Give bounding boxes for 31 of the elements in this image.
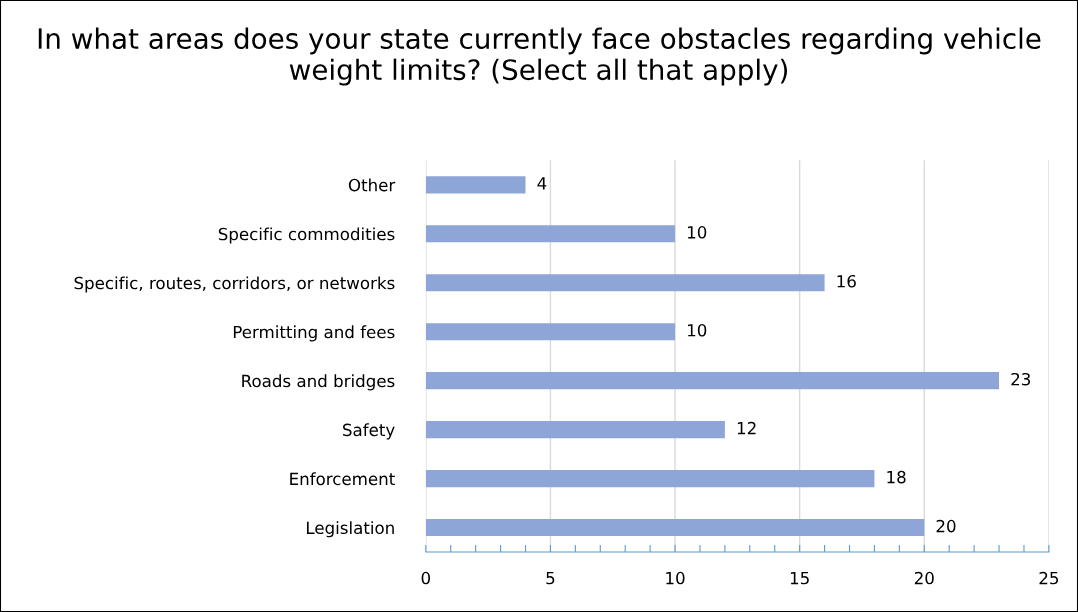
y-tick-label: Specific commodities bbox=[218, 227, 395, 244]
y-tick-label: Safety bbox=[343, 423, 395, 440]
data-label: 16 bbox=[837, 274, 856, 288]
bar bbox=[425, 176, 526, 194]
data-label: 4 bbox=[537, 177, 547, 190]
data-label: 10 bbox=[687, 323, 707, 337]
x-tick-label: 0 bbox=[421, 571, 431, 585]
bar bbox=[425, 421, 725, 439]
data-label: 23 bbox=[1011, 372, 1031, 386]
y-tick-label: Enforcement bbox=[290, 472, 395, 486]
data-label: 18 bbox=[887, 470, 906, 484]
bar bbox=[425, 470, 875, 488]
y-tick-label: Permitting and fees bbox=[233, 325, 395, 342]
y-tick-label: Legislation bbox=[306, 521, 394, 538]
y-tick-label: Roads and bridges bbox=[242, 374, 395, 391]
x-tick-label: 5 bbox=[546, 571, 555, 585]
x-tick-label: 20 bbox=[914, 571, 934, 585]
y-tick-label: Specific, routes, corridors, or networks bbox=[74, 276, 395, 293]
bar bbox=[425, 372, 1000, 390]
x-tick-label: 15 bbox=[790, 571, 809, 585]
bar bbox=[425, 518, 925, 537]
bar bbox=[425, 274, 825, 292]
x-tick-label: 25 bbox=[1039, 571, 1059, 585]
data-label: 12 bbox=[737, 421, 756, 435]
bar bbox=[425, 323, 676, 341]
chart-title: In what areas does your state currently face obstacles regarding vehicle weight limits? (Select all that apply) bbox=[38, 27, 1041, 86]
data-label: 10 bbox=[687, 226, 707, 239]
y-tick-label: Other bbox=[348, 178, 396, 192]
data-label: 20 bbox=[936, 519, 956, 533]
bar bbox=[425, 225, 676, 243]
x-tick-label: 10 bbox=[666, 571, 685, 585]
